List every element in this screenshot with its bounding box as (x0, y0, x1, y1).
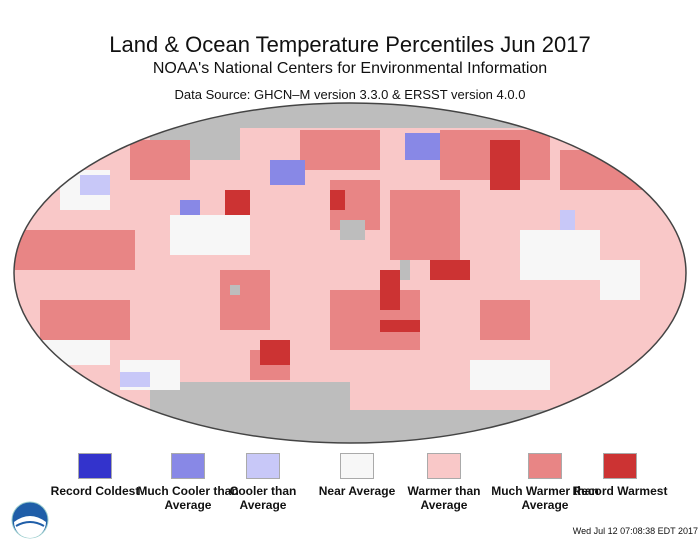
antarctic-no-data (150, 382, 350, 412)
legend-swatch (78, 453, 112, 479)
map-region (340, 220, 365, 240)
legend-cooler: Cooler than Average (208, 453, 318, 512)
legend-swatch (427, 453, 461, 479)
legend-swatch (340, 453, 374, 479)
map-region (400, 260, 410, 280)
map-region (80, 175, 110, 195)
legend-near-average: Near Average (302, 453, 412, 498)
map-region (220, 270, 270, 330)
legend-label: Much Cooler than Average (137, 484, 239, 512)
legend-warmer: Warmer than Average (389, 453, 499, 512)
map-region (170, 215, 250, 255)
map-region (300, 130, 380, 170)
map-region (520, 230, 600, 280)
map-region (180, 200, 200, 215)
map-region (15, 230, 135, 270)
legend-label: Record Warmest (572, 484, 668, 498)
legend-swatch (528, 453, 562, 479)
antarctic-no-data (14, 410, 686, 443)
legend-label: Near Average (318, 484, 396, 498)
map-region (480, 300, 530, 340)
legend-label: Warmer than Average (407, 484, 481, 512)
page-title: Land & Ocean Temperature Percentiles Jun… (109, 32, 591, 57)
map-region (130, 140, 190, 180)
legend-much-warmer: Much Warmer than Average (485, 453, 605, 512)
map-region (120, 372, 150, 387)
map-region (380, 270, 400, 310)
map-region (405, 133, 440, 160)
legend-swatch (603, 453, 637, 479)
legend-much-cooler: Much Cooler than Average (128, 453, 248, 512)
legend-label: Much Warmer than Average (491, 484, 599, 512)
map-region (230, 285, 240, 295)
map-region (600, 260, 640, 300)
map-region (40, 300, 130, 340)
map-region (40, 340, 110, 365)
legend-label: Cooler than Average (229, 484, 297, 512)
subtitle: NOAA's National Centers for Environmenta… (152, 60, 548, 77)
legend-swatch (246, 453, 280, 479)
data-source: Data Source: GHCN–M version 3.3.0 & ERSS… (174, 87, 526, 102)
map-region (490, 140, 520, 190)
map-region (270, 160, 305, 185)
noaa-logo (11, 501, 49, 539)
arctic-no-data (14, 103, 686, 128)
legend-record-warmest: Record Warmest (565, 453, 675, 498)
legend-swatch (171, 453, 205, 479)
legend-record-coldest: Record Coldest (40, 453, 150, 498)
map-region (330, 190, 345, 210)
map-region (430, 260, 470, 280)
map-region (390, 190, 460, 260)
legend-label: Record Coldest (50, 484, 140, 498)
map-region (380, 320, 420, 332)
map-region (260, 340, 290, 365)
map-region (470, 360, 550, 390)
map-region (560, 210, 575, 230)
timestamp: Wed Jul 12 07:08:38 EDT 2017 (572, 526, 698, 536)
